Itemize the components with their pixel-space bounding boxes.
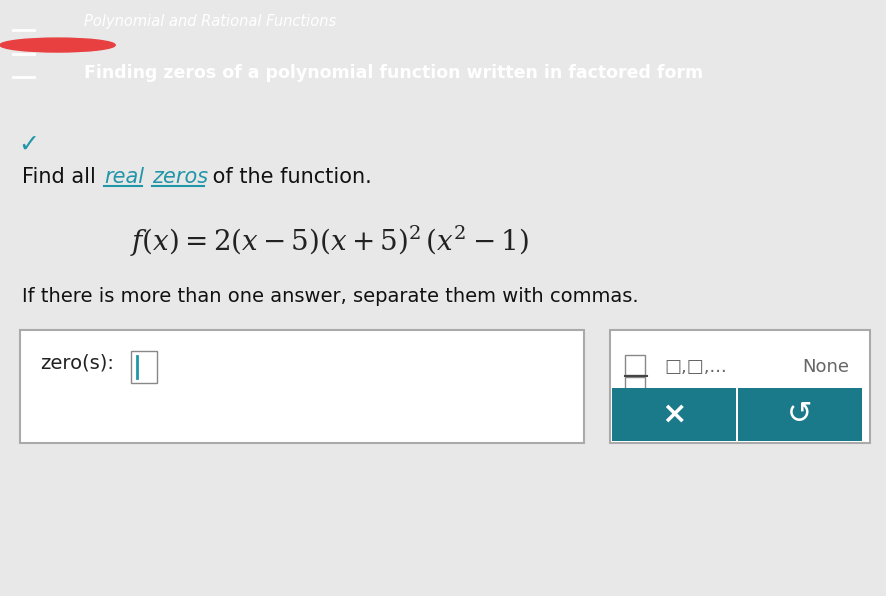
Text: ✓: ✓ xyxy=(18,132,39,156)
FancyBboxPatch shape xyxy=(625,377,645,396)
Text: $f(x) = 2(x-5)(x+5)^2\,(x^2-1)$: $f(x) = 2(x-5)(x+5)^2\,(x^2-1)$ xyxy=(130,224,529,259)
Text: zero(s):: zero(s): xyxy=(40,353,114,372)
FancyBboxPatch shape xyxy=(738,387,862,442)
Text: ↺: ↺ xyxy=(788,400,812,429)
Text: □,□,...: □,□,... xyxy=(664,358,727,375)
FancyBboxPatch shape xyxy=(625,355,645,374)
FancyBboxPatch shape xyxy=(610,330,870,443)
Text: zeros: zeros xyxy=(152,167,208,187)
Text: If there is more than one answer, separate them with commas.: If there is more than one answer, separa… xyxy=(22,287,639,306)
FancyBboxPatch shape xyxy=(131,350,157,383)
Text: Finding zeros of a polynomial function written in factored form: Finding zeros of a polynomial function w… xyxy=(84,64,703,82)
FancyBboxPatch shape xyxy=(20,330,584,443)
Text: real: real xyxy=(104,167,144,187)
FancyBboxPatch shape xyxy=(612,387,736,442)
Text: Find all: Find all xyxy=(22,167,103,187)
Text: ×: × xyxy=(661,400,687,429)
Text: Polynomial and Rational Functions: Polynomial and Rational Functions xyxy=(84,14,337,29)
Circle shape xyxy=(0,38,115,52)
Text: None: None xyxy=(802,358,849,375)
Text: of the function.: of the function. xyxy=(206,167,372,187)
